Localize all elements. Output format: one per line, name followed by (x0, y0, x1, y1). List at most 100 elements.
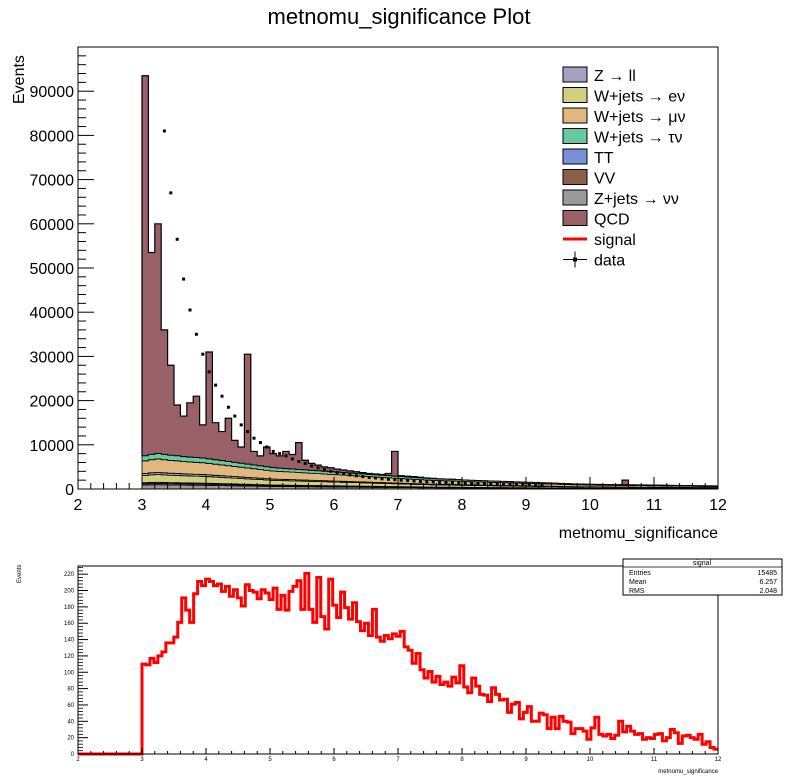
stats-mean-label: Mean (629, 579, 647, 586)
y-tick-label: 100 (64, 670, 75, 676)
x-tick-label: 5 (266, 497, 275, 514)
legend-label: W+jets → τν (594, 130, 683, 147)
x-tick-label: 6 (332, 757, 336, 763)
signal-y-axis-label: Events (17, 565, 23, 583)
data-point (470, 481, 474, 485)
data-point (374, 476, 378, 480)
y-tick-label: 60 (67, 703, 74, 709)
data-point (514, 483, 518, 487)
y-tick-label: 80 (67, 687, 74, 693)
x-tick-label: 12 (709, 497, 727, 514)
y-tick-label: 220 (64, 572, 75, 578)
data-point (463, 481, 467, 485)
data-point (310, 464, 314, 468)
y-tick-label: 80000 (30, 128, 75, 145)
legend-swatch (562, 128, 588, 144)
data-point (354, 474, 358, 478)
y-tick-label: 200 (64, 589, 75, 595)
data-point (386, 477, 390, 481)
data-point (220, 394, 224, 398)
data-point (265, 445, 269, 449)
legend-label: VV (594, 171, 616, 188)
data-point (201, 352, 205, 356)
data-point (169, 191, 173, 195)
y-tick-label: 20000 (30, 394, 75, 411)
data-point (438, 480, 442, 484)
y-tick-label: 70000 (30, 173, 75, 190)
y-tick-label: 0 (65, 482, 74, 499)
data-point (284, 454, 288, 458)
legend-swatch (562, 189, 588, 206)
data-point (207, 370, 211, 374)
data-point (412, 479, 416, 483)
y-tick-label: 30000 (30, 349, 75, 366)
data-point (188, 308, 192, 312)
stats-mean-value: 6.257 (759, 579, 777, 586)
y-tick-label: 10000 (30, 438, 75, 455)
y-tick-label: 40 (67, 719, 74, 725)
y-tick-label: 40000 (30, 305, 75, 322)
legend-swatch (562, 66, 588, 83)
stats-entries-value: 15485 (758, 570, 778, 577)
x-tick-label: 8 (460, 757, 464, 763)
legend-entry: TT (562, 148, 614, 167)
y-tick-label: 90000 (30, 84, 75, 101)
x-tick-label: 10 (587, 757, 594, 763)
legend-swatch (562, 87, 588, 103)
data-point (393, 478, 397, 482)
signal-x-axis-label: metnomu_significance (658, 769, 718, 775)
x-tick-label: 7 (394, 497, 403, 514)
legend-label: data (594, 253, 625, 270)
main-y-axis-label: Events (11, 55, 28, 104)
legend-swatch (562, 210, 588, 226)
legend-entry: QCD (562, 210, 630, 229)
chart-title: metnomu_significance Plot (268, 4, 531, 29)
y-tick-label: 60000 (30, 217, 75, 234)
data-point (252, 436, 256, 440)
data-point (335, 471, 339, 475)
data-point (258, 441, 262, 445)
legend-label: TT (594, 150, 614, 167)
data-point (527, 483, 531, 487)
data-point (540, 483, 544, 487)
legend-label: QCD (594, 212, 630, 229)
legend-marker (573, 257, 577, 262)
stats-box-title: signal (693, 560, 712, 567)
data-point (502, 483, 506, 487)
legend-label: W+jets → eν (594, 89, 685, 106)
data-point (476, 482, 480, 486)
x-tick-label: 9 (522, 497, 531, 514)
x-tick-label: 6 (330, 497, 339, 514)
data-point (495, 482, 499, 486)
x-tick-label: 11 (646, 497, 663, 514)
data-point (508, 483, 512, 487)
y-tick-label: 50000 (30, 261, 75, 278)
main-legend: Z → ll W+jets → eν W+jets → μν W+jets → τν T… (562, 66, 685, 270)
data-point (214, 383, 218, 387)
x-tick-label: 8 (458, 497, 467, 514)
legend-entry: Z+jets → νν (562, 189, 679, 208)
y-tick-label: 140 (64, 638, 75, 644)
legend-label: Z+jets → νν (594, 191, 679, 208)
x-tick-label: 4 (204, 757, 208, 763)
data-point (380, 477, 384, 481)
x-tick-label: 5 (268, 757, 272, 763)
data-point (399, 478, 403, 482)
x-tick-label: 2 (76, 757, 80, 763)
data-point (316, 466, 320, 470)
legend-swatch (562, 148, 588, 165)
y-tick-label: 120 (64, 654, 75, 660)
data-point (239, 423, 243, 427)
legend-entry: Z → ll (562, 66, 636, 85)
y-tick-label: 20 (67, 736, 74, 742)
data-point (297, 460, 301, 464)
x-tick-label: 2 (74, 497, 83, 514)
data-point (233, 414, 237, 418)
x-tick-label: 7 (396, 757, 400, 763)
data-point (290, 457, 294, 461)
signal-line (78, 571, 718, 756)
data-point (348, 473, 352, 477)
data-point (450, 481, 454, 485)
data-point (194, 332, 198, 336)
